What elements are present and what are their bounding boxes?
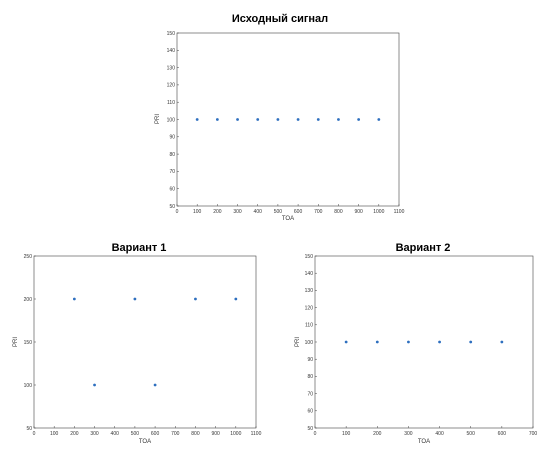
y-tick-label: 120 (305, 305, 314, 311)
x-tick-label: 800 (191, 431, 200, 437)
x-tick-label: 200 (373, 431, 382, 437)
y-tick-label: 70 (307, 391, 313, 397)
data-point (438, 340, 441, 344)
x-tick-label: 1100 (394, 209, 405, 215)
y-tick-label: 80 (307, 374, 313, 380)
y-tick-label: 120 (167, 83, 176, 89)
y-tick-label: 90 (169, 135, 175, 141)
data-point (215, 118, 219, 121)
y-tick-label: 80 (169, 152, 175, 158)
chart-title: Вариант 2 (396, 242, 451, 254)
y-tick-label: 250 (24, 254, 33, 260)
data-point (500, 340, 504, 344)
y-tick-label: 140 (305, 271, 314, 277)
data-point (236, 118, 239, 121)
x-tick-label: 600 (498, 431, 507, 437)
chart-panel-original-signal: Исходный сигнал 0 100 200 300 400 500 600 700 80… (150, 8, 410, 222)
x-tick-label: 1000 (373, 209, 384, 215)
data-point (133, 297, 137, 301)
y-axis-label: PRI (155, 114, 161, 124)
y-tick-label: 100 (305, 340, 314, 346)
x-tick-label: 300 (404, 431, 413, 437)
y-tick-label: 130 (167, 65, 176, 71)
x-tick-label: 500 (274, 209, 283, 215)
y-tick-label: 50 (26, 426, 32, 432)
x-tick-label: 0 (33, 431, 36, 437)
x-tick-label: 700 (529, 431, 538, 437)
x-axis-label: TOA (418, 439, 430, 445)
y-tick-label: 60 (169, 187, 175, 193)
x-tick-label: 300 (90, 431, 99, 437)
x-tick-label: 800 (334, 209, 343, 215)
x-tick-label: 400 (254, 209, 263, 215)
x-tick-label: 500 (131, 431, 140, 437)
x-tick-label: 1000 (230, 431, 241, 437)
x-tick-label: 700 (314, 209, 323, 215)
x-tick-label: 400 (435, 431, 444, 437)
x-tick-label: 400 (111, 431, 120, 437)
chart-panel-variant-2: Вариант 2 0 100 200 300 400 500 600 700 50 60 70 80… (290, 236, 542, 446)
x-tick-label: 100 (193, 209, 202, 215)
x-axis-label: TOA (139, 439, 151, 445)
y-tick-label: 100 (167, 117, 176, 123)
y-tick-label: 150 (24, 340, 33, 346)
x-tick-label: 900 (211, 431, 220, 437)
chart-svg: Вариант 2 0 100 200 300 400 500 600 700 50 60 70 80… (295, 242, 538, 445)
x-tick-label: 200 (70, 431, 79, 437)
x-tick-label: 500 (467, 431, 476, 437)
data-point (276, 118, 280, 121)
data-point (72, 297, 76, 301)
data-point (234, 297, 238, 301)
y-tick-label: 60 (307, 409, 313, 415)
data-point (337, 118, 340, 121)
y-axis-label: PRI (13, 337, 19, 347)
y-tick-label: 130 (305, 288, 314, 294)
x-tick-label: 200 (213, 209, 222, 215)
data-point (469, 340, 473, 344)
y-tick-label: 110 (305, 323, 313, 329)
y-tick-label: 50 (169, 204, 175, 210)
chart-svg: Исходный сигнал 0 100 200 300 400 500 600 700 80… (155, 13, 405, 222)
data-point (194, 297, 197, 301)
chart-panel-variant-1: Вариант 1 0 100 200 300 400 500 600 700 800 900 10… (8, 236, 270, 446)
data-point (357, 118, 361, 121)
y-tick-label: 90 (307, 357, 313, 363)
y-tick-label: 70 (169, 169, 175, 175)
data-point (195, 118, 199, 121)
data-point (256, 118, 260, 121)
data-point (407, 340, 410, 344)
x-tick-label: 1100 (251, 431, 262, 437)
y-tick-label: 200 (24, 297, 33, 303)
y-tick-label: 100 (24, 383, 33, 389)
y-tick-label: 150 (167, 31, 176, 37)
y-tick-label: 150 (305, 254, 314, 260)
x-tick-label: 100 (50, 431, 59, 437)
x-tick-label: 600 (151, 431, 160, 437)
chart-title: Исходный сигнал (232, 13, 328, 25)
data-point (296, 118, 300, 121)
x-tick-label: 900 (354, 209, 363, 215)
y-tick-label: 140 (167, 48, 176, 54)
x-tick-label: 300 (233, 209, 242, 215)
y-axis-label: PRI (295, 337, 301, 347)
data-point (93, 383, 96, 387)
x-tick-label: 700 (171, 431, 180, 437)
x-tick-label: 100 (342, 431, 351, 437)
data-point (153, 383, 157, 387)
y-tick-label: 110 (167, 100, 175, 106)
plot-area (176, 32, 400, 207)
x-tick-label: 0 (314, 431, 317, 437)
x-tick-label: 600 (294, 209, 303, 215)
data-point (344, 340, 348, 344)
chart-svg: Вариант 1 0 100 200 300 400 500 600 700 800 900 10… (13, 242, 262, 445)
plot-area (33, 255, 257, 429)
data-point (377, 118, 381, 121)
x-axis-label: TOA (282, 216, 294, 222)
data-point (375, 340, 379, 344)
data-point (316, 118, 320, 121)
y-tick-label: 50 (307, 426, 313, 432)
chart-title: Вариант 1 (112, 242, 167, 254)
x-tick-label: 0 (176, 209, 179, 215)
plot-area (314, 255, 534, 429)
